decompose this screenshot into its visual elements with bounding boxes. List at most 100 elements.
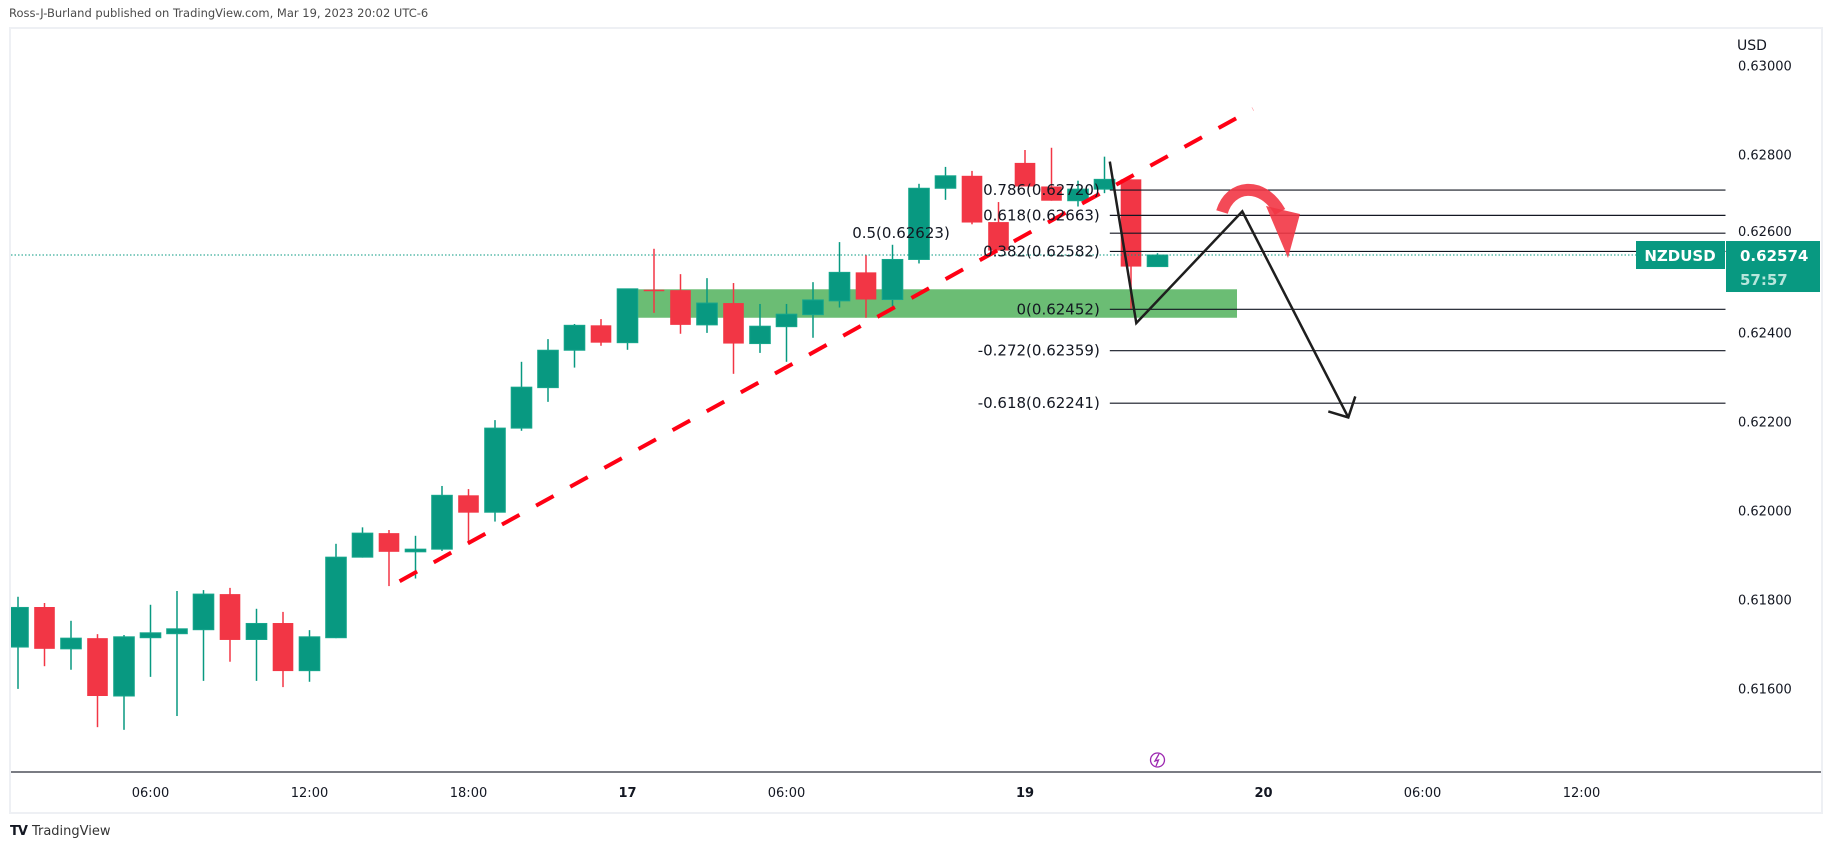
time-tick-label: 12:00 bbox=[1563, 786, 1600, 801]
tradingview-logo[interactable]: TV TradingView bbox=[10, 824, 110, 839]
candle-body bbox=[510, 386, 533, 429]
candle bbox=[1146, 253, 1169, 268]
symbol-label: NZDUSD bbox=[1644, 247, 1715, 265]
candle bbox=[245, 608, 268, 681]
candle-body bbox=[1093, 178, 1116, 190]
time-tick-label: 17 bbox=[618, 786, 636, 801]
candle-body bbox=[537, 349, 559, 389]
projection-path[interactable] bbox=[1108, 161, 1350, 419]
candle bbox=[749, 303, 771, 353]
last-price-badge bbox=[1726, 241, 1820, 293]
bar-countdown: 57:57 bbox=[1740, 271, 1788, 289]
candle-body bbox=[696, 302, 718, 326]
candle-body bbox=[881, 258, 904, 301]
publish-info: Ross-J-Burland published on TradingView.… bbox=[9, 6, 429, 20]
candle bbox=[961, 170, 983, 225]
fib-level-label: 0(0.62452) bbox=[1017, 300, 1100, 318]
candle bbox=[828, 242, 851, 308]
candle bbox=[272, 611, 294, 688]
candle bbox=[192, 590, 215, 681]
candle bbox=[802, 282, 824, 338]
candle-body bbox=[1014, 162, 1036, 187]
candle-body bbox=[298, 636, 321, 672]
candle bbox=[1014, 149, 1036, 187]
last-price-value: 0.62574 bbox=[1740, 247, 1808, 265]
fib-level-label: -0.272(0.62359) bbox=[978, 342, 1100, 360]
price-tick-label: 0.62400 bbox=[1738, 326, 1792, 341]
price-tick-label: 0.62000 bbox=[1738, 504, 1792, 519]
candle bbox=[87, 634, 108, 728]
candle bbox=[696, 278, 718, 333]
price-tick-label: 0.62600 bbox=[1738, 225, 1792, 240]
candle bbox=[378, 530, 400, 587]
curved-arrow-icon[interactable] bbox=[1216, 183, 1286, 216]
chart-frame bbox=[9, 27, 1823, 814]
fib-level-label: 0.618(0.62663) bbox=[983, 206, 1100, 224]
event-lightning-icon[interactable] bbox=[1149, 752, 1166, 768]
currency-label: USD bbox=[1737, 38, 1767, 54]
candle-body bbox=[1146, 254, 1169, 268]
candle-body bbox=[670, 290, 691, 325]
curved-arrow-head-icon bbox=[1266, 206, 1300, 258]
candle-body bbox=[166, 628, 188, 635]
price-tick-label: 0.63000 bbox=[1738, 59, 1792, 74]
time-tick-label: 18:00 bbox=[450, 786, 487, 801]
candle-body bbox=[723, 303, 744, 344]
candle-body bbox=[934, 175, 957, 189]
lightning-glyph bbox=[1153, 753, 1160, 767]
fib-level-label: 0.5(0.62623) bbox=[852, 224, 950, 242]
time-tick-label: 19 bbox=[1016, 786, 1034, 801]
time-tick-label: 20 bbox=[1254, 786, 1272, 801]
candle-body bbox=[988, 222, 1009, 251]
candle bbox=[855, 255, 877, 318]
candle bbox=[908, 183, 930, 264]
fib-level-label: 0.786(0.62720) bbox=[983, 181, 1100, 199]
candle bbox=[113, 635, 135, 730]
candle bbox=[643, 248, 665, 313]
candle-body bbox=[563, 324, 586, 351]
candle bbox=[1041, 147, 1062, 201]
candle-body bbox=[60, 637, 82, 650]
candle-body bbox=[87, 638, 108, 697]
candle bbox=[670, 274, 691, 334]
candle-body bbox=[484, 427, 506, 513]
candle bbox=[881, 244, 904, 307]
candle-body bbox=[431, 494, 453, 550]
candle-body bbox=[272, 623, 294, 672]
candle-body bbox=[351, 532, 374, 558]
candle bbox=[590, 319, 612, 346]
price-tick-label: 0.62200 bbox=[1738, 415, 1792, 430]
time-tick-label: 06:00 bbox=[768, 786, 805, 801]
candle-body bbox=[219, 594, 241, 640]
time-tick-label: 12:00 bbox=[291, 786, 328, 801]
candle-body bbox=[1041, 186, 1062, 201]
trendline-dashed[interactable] bbox=[398, 107, 1254, 583]
candle-body bbox=[1067, 188, 1089, 202]
candle bbox=[219, 587, 241, 662]
candle bbox=[723, 283, 744, 374]
fib-level-label: -0.618(0.62241) bbox=[978, 394, 1100, 412]
candle bbox=[988, 202, 1009, 251]
candle bbox=[484, 420, 506, 522]
candle bbox=[325, 543, 347, 639]
candle-body bbox=[961, 175, 983, 223]
candle bbox=[934, 166, 957, 200]
candle-body bbox=[749, 325, 771, 345]
candle-body bbox=[139, 632, 162, 639]
candle-body bbox=[908, 187, 930, 260]
candle-body bbox=[245, 622, 268, 640]
candle-body bbox=[192, 593, 215, 631]
candle bbox=[563, 323, 586, 368]
candle-body bbox=[404, 548, 427, 553]
candle-body bbox=[11, 606, 29, 648]
price-tick-label: 0.62800 bbox=[1738, 148, 1792, 163]
candle-body bbox=[378, 533, 400, 552]
candle-body bbox=[1120, 179, 1142, 267]
fib-level-label: 0.382(0.62582) bbox=[983, 242, 1100, 260]
candle-body bbox=[775, 313, 798, 328]
candle bbox=[537, 339, 559, 402]
candle bbox=[139, 604, 162, 677]
candle bbox=[34, 603, 55, 667]
candle bbox=[510, 361, 533, 431]
